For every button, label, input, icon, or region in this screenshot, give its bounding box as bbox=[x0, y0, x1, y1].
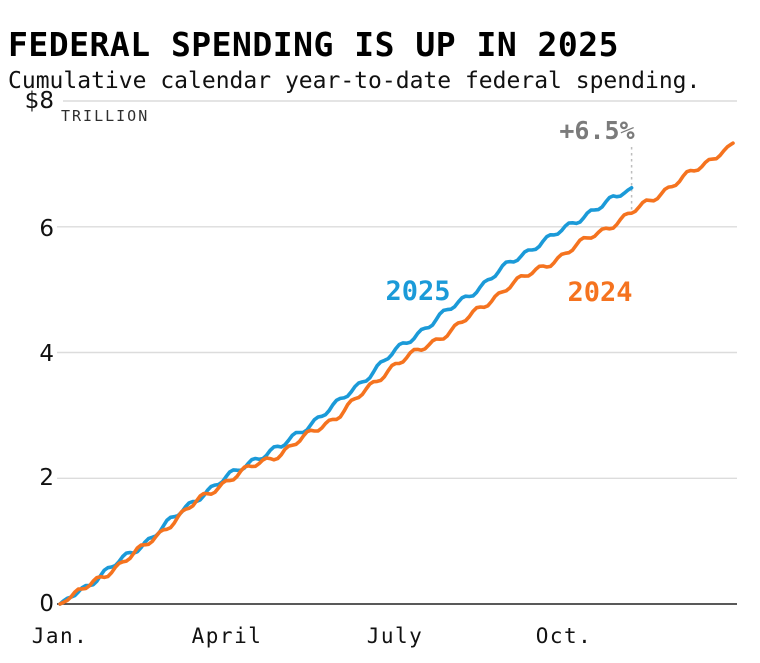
x-axis-tick-label-jan: Jan. bbox=[31, 624, 89, 648]
x-axis-tick-label-oct: Oct. bbox=[535, 624, 593, 648]
chart-subtitle: Cumulative calendar year-to-date federal… bbox=[8, 68, 701, 94]
y-axis-tick-label-6: 6 bbox=[39, 216, 54, 242]
x-axis-tick-label-april: April bbox=[191, 624, 263, 648]
chart-title: FEDERAL SPENDING IS UP IN 2025 bbox=[8, 25, 620, 65]
y-axis-tick-label-8: $8 bbox=[24, 88, 54, 114]
pct-change-annotation: +6.5% bbox=[559, 116, 635, 145]
series-label-2025: 2025 bbox=[385, 276, 451, 307]
y-axis-tick-label-0: 0 bbox=[39, 591, 54, 617]
y-axis-tick-label-2: 2 bbox=[39, 465, 54, 491]
y-axis-unit-label: TRILLION bbox=[61, 107, 150, 125]
series-label-2024: 2024 bbox=[567, 277, 633, 308]
x-axis-tick-label-july: July bbox=[366, 624, 424, 648]
y-axis-tick-label-4: 4 bbox=[39, 341, 54, 367]
